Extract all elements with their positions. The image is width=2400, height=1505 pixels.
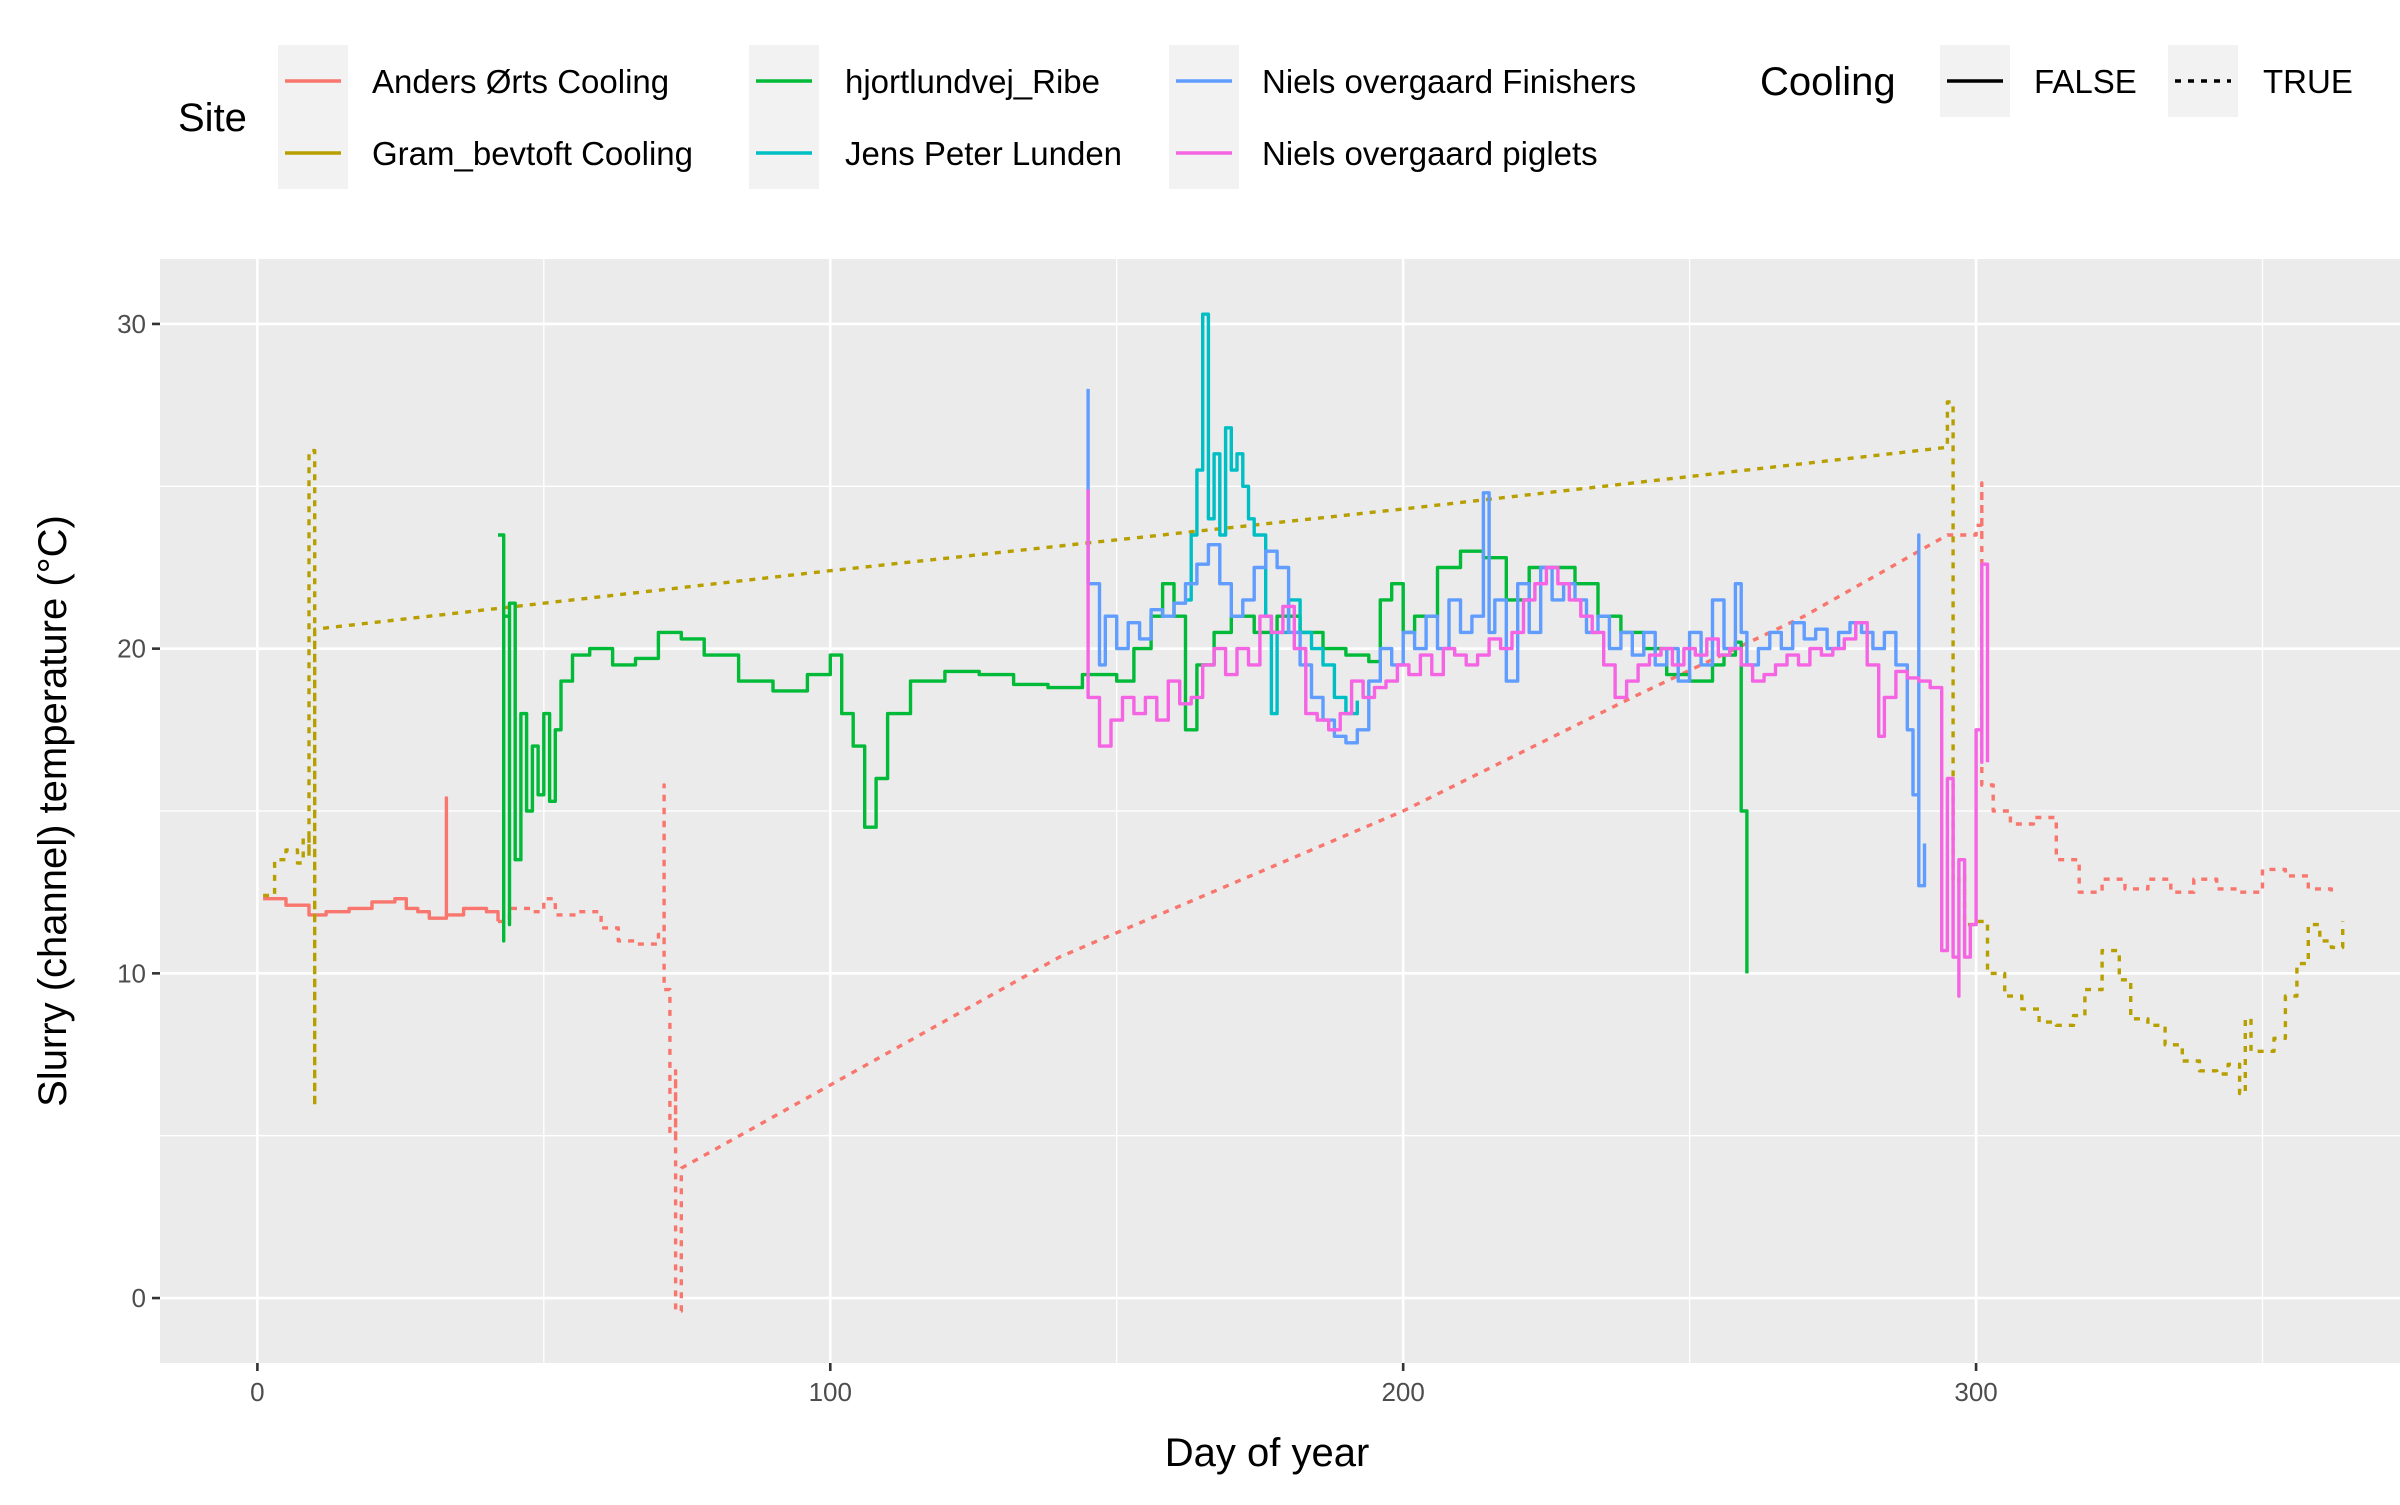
legend-label: Niels overgaard Finishers	[1262, 63, 1636, 100]
y-tick-label: 20	[117, 634, 146, 664]
series-line-4	[1185, 312, 1359, 716]
site-legend-title: Site	[178, 96, 247, 140]
x-tick-label: 0	[250, 1377, 264, 1407]
x-tick-label: 100	[809, 1377, 852, 1407]
series-line-6	[1086, 489, 1990, 998]
legend-label: Gram_bevtoft Cooling	[372, 135, 693, 172]
series-line-1	[498, 481, 2333, 1313]
legend: Site Anders Ørts Cooling Gram_bevtoft Coo…	[178, 45, 2353, 189]
y-tick-label: 30	[117, 309, 146, 339]
y-tick-label: 0	[132, 1283, 146, 1313]
x-axis-title: Day of year	[1165, 1431, 1370, 1475]
y-axis: 0 10 20 30	[117, 309, 160, 1313]
cooling-legend-entries: FALSE TRUE	[1940, 45, 2353, 117]
x-axis: 0 100 200 300	[250, 1363, 1998, 1407]
series-layer	[263, 312, 2345, 1313]
cooling-legend-title: Cooling	[1760, 60, 1896, 104]
legend-label: FALSE	[2034, 63, 2137, 100]
x-tick-label: 200	[1381, 1377, 1424, 1407]
legend-label: TRUE	[2263, 63, 2353, 100]
legend-label: hjortlundvej_Ribe	[845, 63, 1100, 100]
y-axis-title: Slurry (channel) temperature (°C)	[31, 515, 75, 1107]
legend-label: Anders Ørts Cooling	[372, 63, 669, 100]
x-tick-label: 300	[1954, 1377, 1997, 1407]
y-tick-label: 10	[117, 958, 146, 988]
series-line-0	[263, 796, 500, 922]
legend-label: Niels overgaard piglets	[1262, 135, 1598, 172]
legend-label: Jens Peter Lunden	[845, 135, 1122, 172]
series-line-5	[1086, 388, 1927, 888]
site-legend-entries: Anders Ørts Cooling Gram_bevtoft Cooling h…	[278, 45, 1636, 189]
